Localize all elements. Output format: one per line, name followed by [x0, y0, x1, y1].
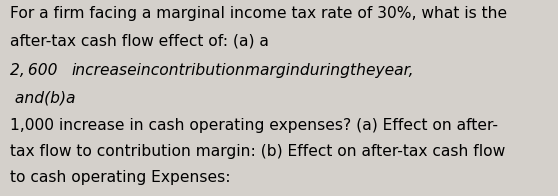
Text: For a firm facing a marginal income tax rate of 30%, what is the: For a firm facing a marginal income tax …: [10, 5, 507, 21]
Text: to cash operating Expenses:: to cash operating Expenses:: [10, 170, 230, 185]
Text: after-tax cash flow effect of: (a) a: after-tax cash flow effect of: (a) a: [10, 33, 269, 48]
Text: and(b)a: and(b)a: [10, 90, 75, 105]
Text: 1,000 increase in cash operating expenses? (a) Effect on after-: 1,000 increase in cash operating expense…: [10, 118, 498, 133]
Text: tax flow to contribution margin: (b) Effect on after-tax cash flow: tax flow to contribution margin: (b) Eff…: [10, 144, 506, 159]
Text: 2, 600: 2, 600: [10, 63, 57, 78]
Text: increaseincontributionmarginduringtheyear,: increaseincontributionmarginduringtheyea…: [71, 63, 414, 78]
